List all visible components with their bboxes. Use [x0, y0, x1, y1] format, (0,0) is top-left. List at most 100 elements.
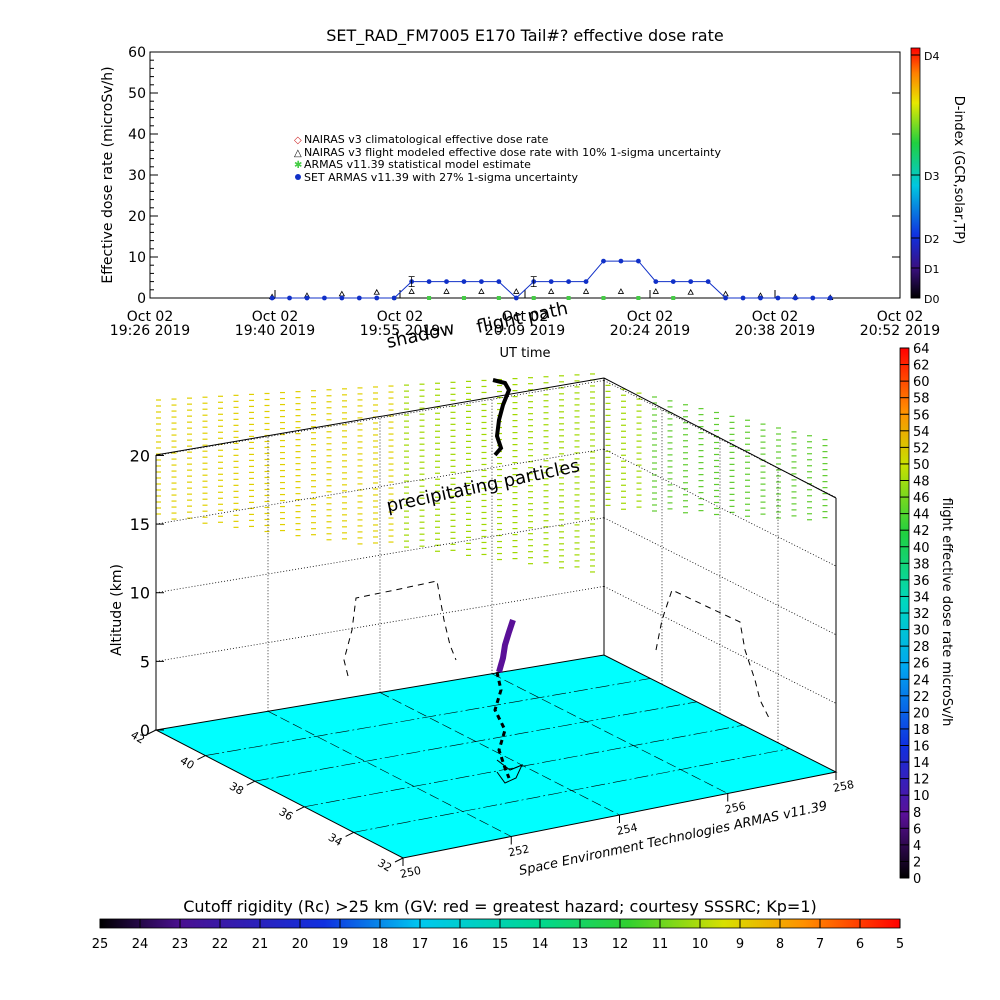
altitude-tick-label: 5: [140, 652, 150, 671]
top-y-tick-label: 20: [128, 209, 146, 225]
top-legend: ◇ NAIRAS v3 climatological effective dos…: [294, 133, 721, 184]
dose-colorbar-tick-label: 50: [913, 458, 930, 473]
set-armas-errorbar: [408, 276, 415, 287]
dose-colorbar-tick-label: 6: [913, 822, 921, 837]
nairas-point: [652, 288, 659, 294]
top-x-tick-label-date: Oct 02: [502, 309, 548, 325]
flight-path-dose-column: [496, 619, 516, 673]
latitude-tick: [295, 806, 305, 812]
floor-gridline-depth: [379, 692, 620, 816]
top-chart-title: SET_RAD_FM7005 E170 Tail#? effective dos…: [326, 26, 723, 46]
dose-colorbar-tick-label: 58: [913, 392, 930, 407]
shadow-outline-right: [655, 589, 771, 721]
latitude-tick-label: 40: [178, 754, 197, 772]
nairas-point: [687, 288, 694, 295]
d-index-tick-label: D4: [924, 50, 939, 63]
dose-colorbar-tick-label: 62: [913, 359, 930, 374]
set-armas-point: [618, 258, 624, 264]
right-wall-gridline: [603, 517, 837, 636]
set-armas-point: [723, 295, 728, 301]
flight-path-ground-track: [496, 759, 523, 784]
left-wall-gridline: [155, 448, 605, 525]
nairas-point: [582, 288, 590, 294]
legend-entry-nairas-clim: NAIRAS v3 climatological effective dose …: [304, 133, 549, 146]
dose-colorbar-tick-label: 4: [913, 839, 921, 854]
top-x-tick-label-time: 20:24 2019: [610, 323, 690, 339]
set-armas-point: [601, 258, 606, 264]
set-armas-point: [426, 279, 432, 284]
right-wall-gridline: [603, 380, 837, 498]
top-x-tick-label-date: Oct 02: [752, 309, 798, 325]
set-armas-point: [444, 279, 449, 284]
legend-entry-nairas-flight: NAIRAS v3 flight modeled effective dose …: [304, 146, 721, 159]
set-armas-point: [304, 295, 310, 301]
dose-colorbar-label: flight effective dose rate microSv/h: [939, 498, 954, 727]
d-index-colorbar-ticks: D0 D1 D2 D3 D4: [911, 50, 939, 306]
dose-colorbar-tick-label: 22: [913, 690, 930, 705]
rigidity-colorbar-title: Cutoff rigidity (Rc) >25 km (GV: red = g…: [183, 897, 817, 916]
set-armas-point: [322, 295, 327, 301]
dose-colorbar-tick-label: 12: [913, 773, 930, 788]
dose-colorbar-tick-label: 8: [913, 806, 921, 821]
top-x-tick-label-time: 20:52 2019: [860, 323, 940, 339]
rigidity-tick-label: 16: [452, 937, 469, 952]
rigidity-tick-label: 6: [856, 937, 864, 952]
armas-stat-point: [671, 296, 676, 300]
floor-gridline: [205, 678, 651, 756]
top-x-tick-label-date: Oct 02: [377, 309, 423, 325]
dose-colorbar-tick-label: 38: [913, 557, 930, 572]
nairas-point: [513, 288, 520, 294]
rigidity-tick-label: 9: [736, 937, 744, 952]
set-armas-point: [740, 295, 746, 301]
legend-marker-set-armas: [295, 174, 301, 180]
right-wall-gridline: [603, 448, 837, 567]
3d-gridlines: [155, 380, 837, 743]
set-armas-point: [356, 295, 362, 301]
dose-colorbar-tick-label: 16: [913, 740, 930, 755]
dose-colorbar-tick-label: 48: [913, 475, 930, 490]
top-y-tick-label: 30: [128, 168, 146, 184]
dose-colorbar-tick-label: 52: [913, 441, 930, 456]
nairas-point: [722, 290, 729, 297]
set-armas-point: [391, 295, 397, 301]
set-armas-point: [287, 295, 292, 301]
set-armas-point: [269, 295, 275, 301]
set-armas-point: [758, 295, 763, 301]
latitude-tick: [345, 831, 354, 837]
rigidity-tick-label: 5: [896, 937, 904, 952]
top-y-axis-label: Effective dose rate (microSv/h): [100, 66, 116, 283]
floor-gridline-depth: [267, 710, 512, 837]
dose-colorbar-tick-label: 42: [913, 524, 930, 539]
dose-colorbar-tick-label: 14: [913, 756, 930, 771]
set-armas-point: [653, 279, 659, 284]
legend-entry-set-armas: SET ARMAS v11.39 with 27% 1-sigma uncert…: [304, 171, 578, 184]
rigidity-tick-label: 10: [692, 937, 709, 952]
armas-stat-point: [566, 296, 571, 300]
top-y-tick-label: 60: [128, 45, 146, 61]
rigidity-tick-label: 7: [816, 937, 824, 952]
armas-stat-point: [531, 296, 536, 300]
rigidity-tick-label: 22: [212, 937, 229, 952]
set-armas-point: [688, 279, 694, 284]
dose-colorbar-tick-label: 44: [913, 508, 930, 523]
d-index-tick-label: D3: [924, 170, 939, 183]
dose-colorbar-tick-label: 18: [913, 723, 930, 738]
rigidity-tick-label: 13: [572, 937, 589, 952]
set-armas-point: [496, 279, 502, 284]
latitude-tick: [147, 729, 157, 735]
set-armas-point: [670, 279, 676, 284]
nairas-point: [547, 288, 555, 294]
left-wall-gridline: [155, 517, 605, 594]
set-armas-point: [705, 279, 711, 284]
top-x-tick-label-time: 19:40 2019: [235, 323, 315, 339]
top-x-tick-label-date: Oct 02: [877, 309, 923, 325]
dose-colorbar-tick-label: 24: [913, 673, 930, 688]
rigidity-tick-label: 25: [92, 937, 109, 952]
top-x-tick-label-time: 19:26 2019: [110, 323, 190, 339]
floor-gridline-depth: [491, 673, 728, 794]
rigidity-tick-label: 24: [132, 937, 149, 952]
top-x-tick-label-date: Oct 02: [252, 309, 298, 325]
shadow-outline-left: [343, 580, 457, 677]
floor-contours: [205, 673, 790, 837]
